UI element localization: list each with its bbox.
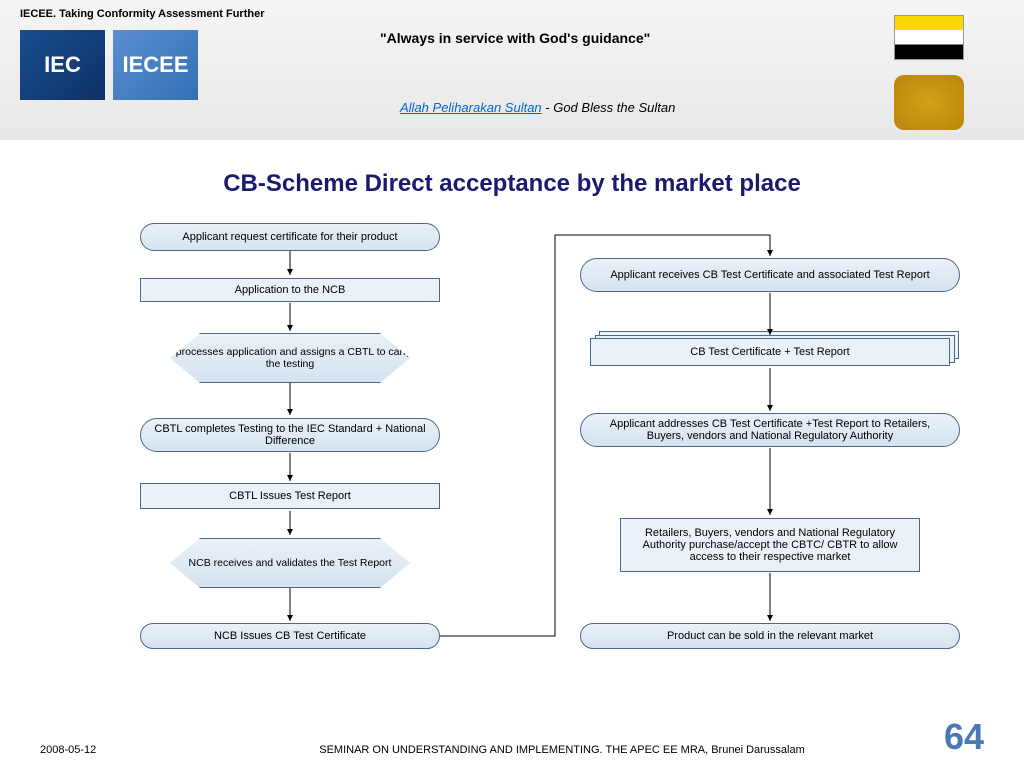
- footer: 2008-05-12 SEMINAR ON UNDERSTANDING AND …: [0, 744, 1024, 756]
- header-motto: Allah Peliharakan Sultan - God Bless the…: [400, 100, 675, 115]
- flow-step-r1: CB Test Certificate + Test Report: [590, 338, 950, 366]
- page-number: 64: [944, 716, 984, 758]
- flow-step-r0: Applicant receives CB Test Certificate a…: [580, 258, 960, 292]
- flow-step-l1: Application to the NCB: [140, 278, 440, 302]
- flag-icon: [894, 15, 964, 60]
- page-title: CB-Scheme Direct acceptance by the marke…: [0, 170, 1024, 198]
- flowchart: Applicant request certificate for their …: [0, 223, 1024, 723]
- iecee-logo: IECEE: [113, 30, 198, 100]
- flow-step-l6: NCB Issues CB Test Certificate: [140, 623, 440, 649]
- flow-step-l5: NCB receives and validates the Test Repo…: [140, 538, 440, 588]
- flow-step-l2: NCB processes application and assigns a …: [140, 333, 440, 383]
- header: IECEE. Taking Conformity Assessment Furt…: [0, 0, 1024, 140]
- flow-step-r4: Product can be sold in the relevant mark…: [580, 623, 960, 649]
- tagline: IECEE. Taking Conformity Assessment Furt…: [20, 8, 1004, 20]
- footer-text: SEMINAR ON UNDERSTANDING AND IMPLEMENTIN…: [140, 744, 984, 756]
- motto-rest: - God Bless the Sultan: [542, 100, 676, 115]
- flow-step-r3: Retailers, Buyers, vendors and National …: [620, 518, 920, 572]
- header-quote: "Always in service with God's guidance": [380, 30, 650, 46]
- flow-step-l0: Applicant request certificate for their …: [140, 223, 440, 251]
- iec-logo: IEC: [20, 30, 105, 100]
- footer-date: 2008-05-12: [40, 744, 140, 756]
- flow-step-l4: CBTL Issues Test Report: [140, 483, 440, 509]
- motto-link: Allah Peliharakan Sultan: [400, 100, 542, 115]
- flow-step-r2: Applicant addresses CB Test Certificate …: [580, 413, 960, 447]
- crest-icon: [894, 75, 964, 130]
- flow-step-l3: CBTL completes Testing to the IEC Standa…: [140, 418, 440, 452]
